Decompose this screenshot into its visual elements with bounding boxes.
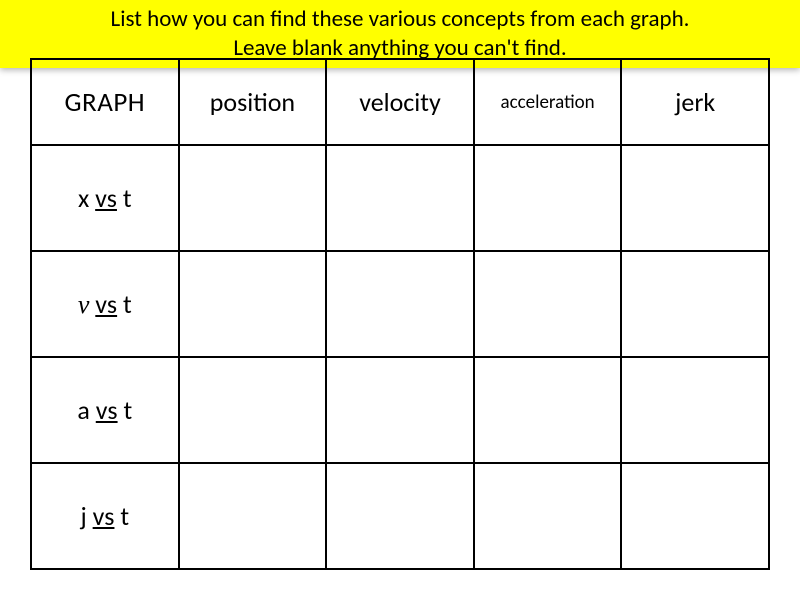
col-header-acceleration: acceleration [474, 59, 622, 145]
col-header-jerk: jerk [621, 59, 769, 145]
table-row: v vs t [31, 251, 769, 357]
cell-j-jerk [621, 463, 769, 569]
cell-j-velocity [326, 463, 474, 569]
row-var: a [77, 394, 89, 426]
cell-a-jerk [621, 357, 769, 463]
row-vs: vs [95, 288, 117, 320]
cell-v-velocity [326, 251, 474, 357]
row-label-j-vs-t: j vs t [31, 463, 179, 569]
cell-x-acceleration [474, 145, 622, 251]
table-row: j vs t [31, 463, 769, 569]
row-var: x [78, 182, 89, 214]
cell-a-acceleration [474, 357, 622, 463]
concepts-table: GRAPH position velocity acceleration jer… [30, 58, 770, 570]
cell-v-jerk [621, 251, 769, 357]
banner-line-1: List how you can find these various conc… [111, 5, 690, 33]
cell-x-position [179, 145, 327, 251]
row-vs: vs [95, 182, 117, 214]
col-header-position: position [179, 59, 327, 145]
col-header-graph: GRAPH [31, 59, 179, 145]
cell-v-position [179, 251, 327, 357]
row-vs: vs [96, 394, 118, 426]
row-label-v-vs-t: v vs t [31, 251, 179, 357]
cell-x-jerk [621, 145, 769, 251]
row-t: t [123, 182, 132, 214]
table-header-row: GRAPH position velocity acceleration jer… [31, 59, 769, 145]
col-header-velocity: velocity [326, 59, 474, 145]
row-t: t [123, 394, 132, 426]
row-t: t [123, 288, 132, 320]
cell-x-velocity [326, 145, 474, 251]
cell-j-acceleration [474, 463, 622, 569]
table-container: GRAPH position velocity acceleration jer… [30, 58, 770, 570]
cell-v-acceleration [474, 251, 622, 357]
row-var: j [81, 500, 87, 532]
row-label-a-vs-t: a vs t [31, 357, 179, 463]
cell-j-position [179, 463, 327, 569]
row-t: t [120, 500, 129, 532]
row-label-x-vs-t: x vs t [31, 145, 179, 251]
cell-a-velocity [326, 357, 474, 463]
row-var: v [78, 290, 90, 319]
cell-a-position [179, 357, 327, 463]
row-vs: vs [93, 500, 115, 532]
table-row: a vs t [31, 357, 769, 463]
table-row: x vs t [31, 145, 769, 251]
